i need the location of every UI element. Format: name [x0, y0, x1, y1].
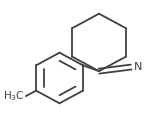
Text: H$_3$C: H$_3$C — [3, 89, 24, 103]
Text: N: N — [133, 62, 142, 72]
